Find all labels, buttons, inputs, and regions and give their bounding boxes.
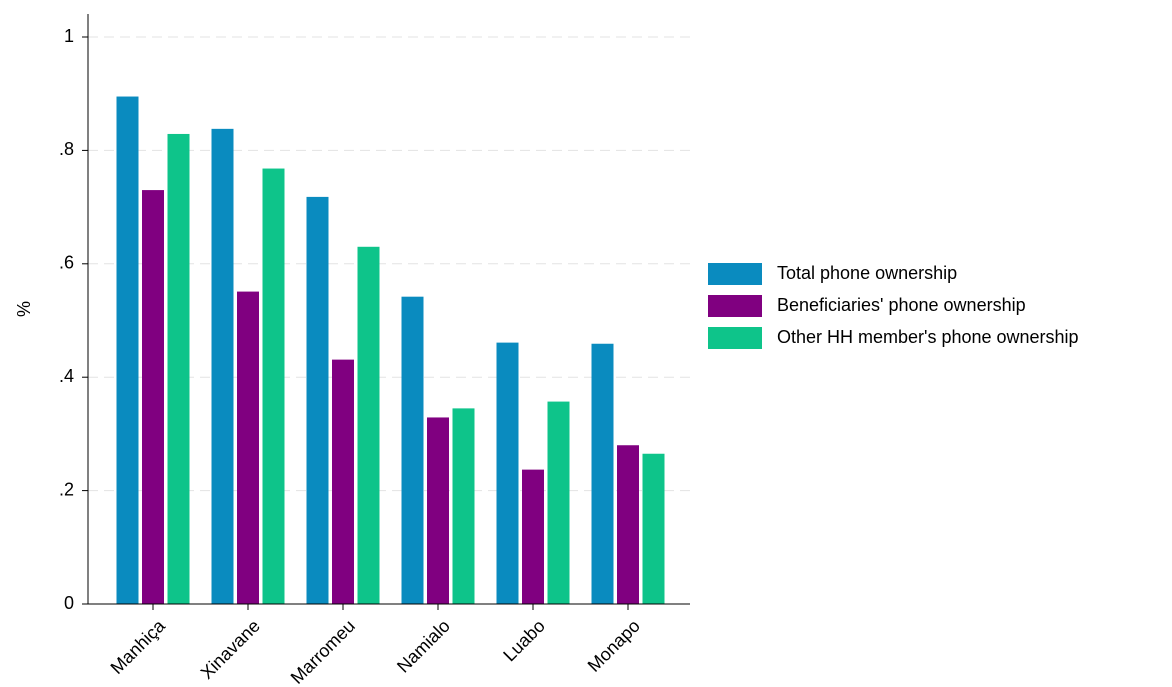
y-axis-title: % bbox=[14, 301, 34, 317]
bar-xinavane-series-1 bbox=[211, 128, 234, 604]
y-ticks: 0 .2 .4 .6 .8 1 bbox=[59, 26, 88, 613]
legend-label: Total phone ownership bbox=[777, 263, 957, 283]
bar-luabo-series-1 bbox=[496, 342, 519, 604]
legend-label: Beneficiaries' phone ownership bbox=[777, 295, 1026, 315]
bar-monapo-series-1 bbox=[591, 343, 614, 604]
x-category-label: Xinavane bbox=[197, 616, 264, 683]
legend: Total phone ownership Beneficiaries' phon… bbox=[708, 263, 1079, 349]
bar-xinavane-series-3 bbox=[262, 168, 285, 604]
bar-namialo-series-1 bbox=[401, 296, 424, 604]
bar-luabo-series-2 bbox=[522, 469, 544, 604]
x-category-label: Namialo bbox=[393, 616, 454, 677]
bar-monapo-series-2 bbox=[617, 445, 639, 604]
bars bbox=[116, 96, 665, 605]
y-tick-label: .2 bbox=[59, 479, 74, 499]
bar-namialo-series-2 bbox=[427, 417, 449, 604]
x-category-label: Luabo bbox=[499, 616, 549, 666]
x-category-label: Monapo bbox=[584, 616, 644, 676]
bar-manhi-a-series-1 bbox=[116, 96, 139, 604]
bar-namialo-series-3 bbox=[452, 408, 475, 604]
legend-label: Other HH member's phone ownership bbox=[777, 327, 1079, 347]
y-tick-label: .6 bbox=[59, 253, 74, 273]
bar-manhi-a-series-3 bbox=[167, 133, 190, 604]
bar-luabo-series-3 bbox=[547, 401, 570, 604]
bar-marromeu-series-1 bbox=[306, 196, 329, 605]
legend-swatch bbox=[708, 327, 762, 349]
bar-marromeu-series-2 bbox=[332, 359, 354, 604]
x-category-label: Manhiça bbox=[107, 615, 170, 678]
axes bbox=[87, 14, 690, 605]
bar-monapo-series-3 bbox=[642, 453, 665, 604]
bar-xinavane-series-2 bbox=[237, 291, 259, 604]
y-tick-label: 1 bbox=[64, 26, 74, 46]
y-tick-label: .8 bbox=[59, 139, 74, 159]
legend-swatch bbox=[708, 263, 762, 285]
x-category-label: Marromeu bbox=[287, 616, 359, 687]
x-category-labels: Manhiça Xinavane Marromeu Namialo Luabo Monap… bbox=[107, 604, 644, 687]
legend-swatch bbox=[708, 295, 762, 317]
bar-manhi-a-series-2 bbox=[142, 190, 164, 604]
bar-marromeu-series-3 bbox=[357, 246, 380, 605]
y-tick-label: 0 bbox=[64, 593, 74, 613]
y-tick-label: .4 bbox=[59, 366, 74, 386]
